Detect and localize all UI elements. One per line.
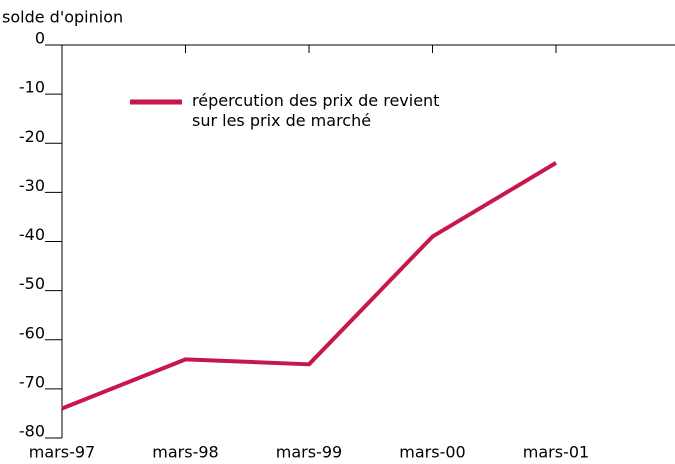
data-line [61,161,558,411]
y-tick-label: -10 [19,78,45,97]
x-tick-label: mars-99 [276,443,342,462]
y-tick-label: -40 [19,225,45,244]
x-tick-label: mars-01 [523,443,589,462]
x-tick-label: mars-00 [399,443,465,462]
y-tick-label: -50 [19,274,45,293]
y-tick-label: -30 [19,176,45,195]
legend-label: répercution des prix de revient sur les … [192,91,440,130]
y-tick-label: -70 [19,372,45,391]
y-tick-label: -60 [19,323,45,342]
y-axis-label: solde d'opinion [2,8,123,27]
x-tick-label: mars-98 [152,443,218,462]
x-tick-label: mars-97 [29,443,95,462]
y-tick-label: -20 [19,127,45,146]
y-tick-label: -80 [19,422,45,441]
y-tick-label: 0 [35,29,45,48]
